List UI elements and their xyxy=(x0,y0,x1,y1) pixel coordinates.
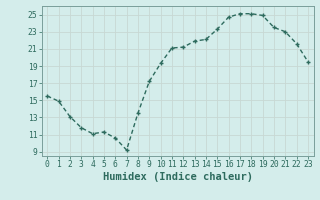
X-axis label: Humidex (Indice chaleur): Humidex (Indice chaleur) xyxy=(103,172,252,182)
